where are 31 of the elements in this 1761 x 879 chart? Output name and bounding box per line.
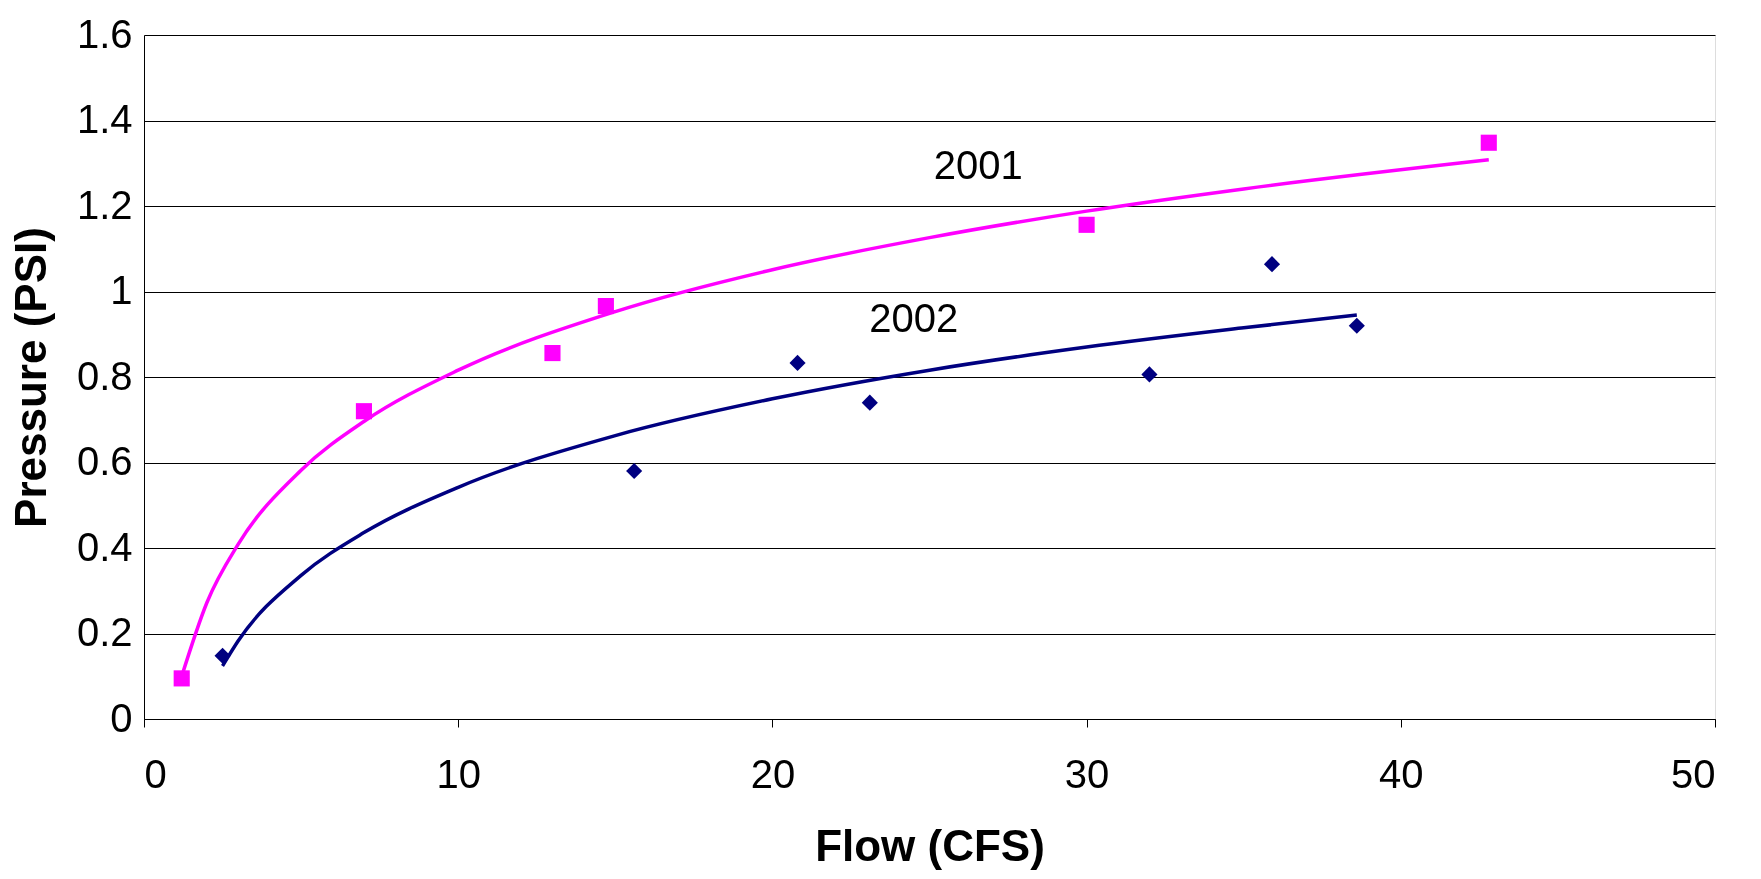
y-tick-label: 1 — [110, 268, 133, 312]
y-tick-label: 1.4 — [76, 97, 133, 141]
x-tick-label: 10 — [436, 751, 481, 796]
point — [789, 354, 806, 371]
point — [597, 297, 614, 315]
y-tick-label: 0.4 — [76, 524, 133, 569]
point — [1263, 256, 1281, 273]
point — [861, 394, 878, 411]
x-tick-label: 40 — [1379, 751, 1424, 796]
y-tick-label: 1.6 — [76, 11, 133, 56]
y-tick-label: 1.2 — [76, 182, 133, 227]
x-tick-label: 50 — [1671, 751, 1716, 796]
y-axis-title: Pressure (PSI) — [5, 227, 55, 528]
y-tick-label: 0.6 — [76, 439, 133, 483]
point — [1078, 216, 1095, 233]
point — [544, 345, 561, 362]
y-tick-label: 0.8 — [76, 353, 133, 398]
point — [1348, 317, 1365, 334]
point — [355, 403, 372, 420]
x-tick-label: 30 — [1064, 751, 1110, 796]
annotation: 2002 — [869, 296, 959, 341]
point — [626, 462, 643, 480]
x-tick-label: 20 — [750, 751, 796, 796]
point — [173, 670, 190, 687]
y-tick-label: 0.2 — [76, 610, 133, 654]
y-tick-label: 0 — [110, 695, 133, 740]
point — [1141, 366, 1158, 383]
x-axis-title: Flow (CFS) — [815, 820, 1045, 870]
annotation: 2001 — [933, 143, 1023, 188]
x-tick-label: 0 — [144, 751, 167, 796]
point — [1480, 134, 1497, 151]
